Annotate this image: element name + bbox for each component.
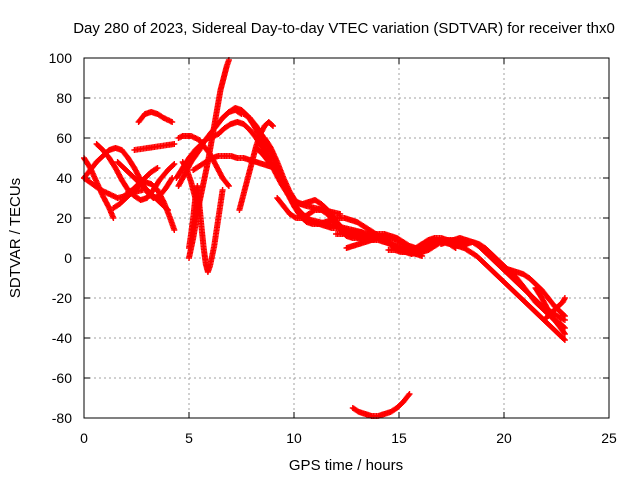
- data-point: [163, 206, 170, 212]
- x-tick-label: 20: [496, 430, 512, 446]
- data-point: [170, 162, 177, 168]
- data-point: [310, 207, 317, 214]
- plot-frame: [83, 57, 610, 419]
- data-point: [291, 214, 298, 221]
- series-arc-16: [190, 153, 279, 173]
- data-point: [270, 123, 276, 129]
- series-arc-32: [349, 391, 413, 419]
- data-point: [561, 313, 568, 319]
- y-tick-label: -60: [52, 370, 72, 386]
- y-tick-label: 20: [56, 210, 72, 226]
- chart-title: Day 280 of 2023, Sidereal Day-to-day VTE…: [73, 20, 615, 37]
- y-axis-label: SDTVAR / TECUs: [7, 178, 24, 298]
- series-arc-15: [186, 183, 226, 275]
- data-point: [560, 312, 567, 318]
- data-point: [405, 392, 412, 399]
- data-point: [165, 207, 171, 213]
- y-tick-labels: -80 -60 -40 -20 0 20 40 60 80 100: [49, 50, 73, 426]
- series-arc-7: [123, 165, 161, 197]
- x-tick-label: 25: [601, 430, 617, 446]
- y-tick-label: -20: [52, 290, 72, 306]
- y-tick-label: 0: [64, 250, 72, 266]
- data-point: [168, 176, 175, 183]
- series-arc-8: [135, 109, 176, 125]
- data-point: [561, 295, 568, 301]
- data-point: [171, 227, 178, 233]
- x-tick-label: 0: [80, 430, 88, 446]
- data-point: [154, 165, 161, 171]
- data-point: [225, 183, 232, 189]
- y-tick-label: -40: [52, 330, 72, 346]
- y-tick-label: 60: [56, 130, 72, 146]
- y-tick-label: 80: [56, 90, 72, 106]
- data-point: [560, 336, 567, 342]
- data-points: [81, 57, 568, 419]
- data-point: [171, 161, 178, 167]
- data-point: [561, 337, 568, 343]
- x-tick-label: 15: [391, 430, 407, 446]
- y-tick-label: 100: [49, 50, 73, 66]
- data-point: [219, 187, 226, 193]
- series-arc-9: [131, 141, 178, 153]
- data-point: [153, 165, 160, 172]
- data-point: [169, 119, 176, 125]
- x-axis-label: GPS time / hours: [289, 457, 403, 474]
- y-tick-label: -80: [52, 410, 72, 426]
- data-point: [110, 215, 117, 221]
- y-tick-label: 40: [56, 170, 72, 186]
- data-point: [171, 141, 178, 147]
- data-point: [406, 391, 413, 397]
- data-point: [561, 329, 568, 336]
- x-tick-labels: 0 5 10 15 20 25: [80, 430, 617, 446]
- series-arc-29: [501, 265, 568, 319]
- data-point: [225, 181, 231, 188]
- data-point: [268, 122, 275, 128]
- x-tick-label: 5: [185, 430, 193, 446]
- series-arc-30: [532, 285, 568, 337]
- data-point: [561, 331, 568, 337]
- series-arc-31: [543, 295, 568, 321]
- x-tick-label: 10: [286, 430, 302, 446]
